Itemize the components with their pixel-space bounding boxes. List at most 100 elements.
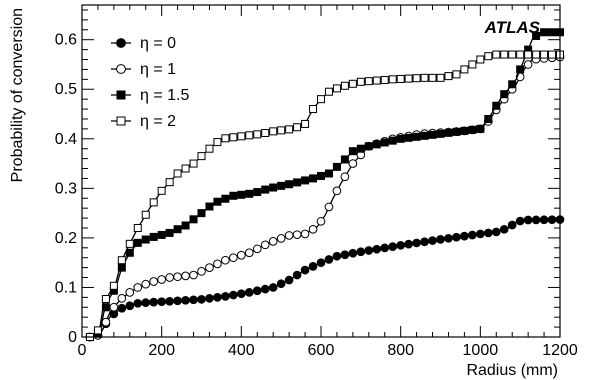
data-point: [236, 250, 246, 260]
data-point: [205, 202, 214, 211]
data-point: [244, 248, 254, 258]
data-point: [356, 77, 365, 86]
data-point: [452, 232, 461, 242]
data-point: [475, 229, 485, 239]
data-point: [396, 74, 405, 83]
data-point: [317, 95, 325, 104]
legend-marker: [116, 116, 126, 126]
data-point: [117, 256, 126, 265]
data-point: [460, 65, 469, 74]
data-point: [292, 230, 302, 240]
legend-marker: [116, 64, 126, 74]
data-point: [268, 237, 278, 246]
data-point: [269, 127, 278, 136]
data-point: [125, 239, 134, 248]
data-point: [468, 230, 477, 240]
data-point: [404, 133, 413, 142]
data-point: [388, 136, 397, 145]
data-point: [157, 297, 167, 307]
data-point: [213, 259, 222, 269]
data-point: [301, 119, 310, 128]
data-point: [531, 215, 541, 225]
data-point: [93, 326, 102, 335]
data-point: [221, 255, 230, 265]
series-3: [85, 50, 564, 341]
data-point: [516, 65, 525, 74]
data-point: [236, 289, 246, 299]
data-point: [205, 144, 214, 153]
data-point: [388, 75, 397, 84]
data-point: [149, 297, 159, 307]
y-tick-label: 0.3: [55, 180, 77, 197]
data-point: [165, 296, 174, 306]
plot-frame: [81, 4, 561, 338]
data-point: [548, 28, 557, 37]
x-axis-label: Radius (mm): [466, 362, 558, 379]
data-point: [324, 169, 333, 178]
data-point: [260, 284, 270, 294]
data-point: [229, 133, 238, 142]
data-point: [109, 281, 118, 290]
y-tick-label: 0.5: [55, 81, 77, 98]
data-point: [452, 70, 461, 79]
data-point: [292, 270, 302, 280]
data-point: [205, 293, 214, 303]
data-point: [460, 126, 469, 135]
data-point: [213, 197, 222, 206]
data-point: [141, 279, 151, 289]
data-point: [165, 178, 174, 187]
data-point: [523, 60, 533, 69]
data-point: [412, 132, 421, 141]
data-point: [181, 271, 190, 281]
data-point: [452, 127, 461, 136]
data-point: [269, 183, 278, 192]
y-tick-label: 0.6: [55, 32, 77, 49]
legend-label: η = 1: [140, 61, 176, 78]
data-point: [189, 159, 198, 168]
x-tick-label: 600: [308, 342, 335, 359]
data-point: [229, 191, 238, 200]
atlas-watermark: ATLAS: [484, 18, 541, 37]
data-point: [372, 76, 381, 85]
data-point: [380, 243, 390, 253]
y-tick-label: 0.1: [55, 279, 77, 296]
data-point: [420, 237, 429, 247]
series-line: [93, 31, 560, 338]
data-point: [388, 242, 398, 251]
data-point: [117, 303, 127, 313]
data-point: [173, 296, 182, 306]
data-point: [277, 126, 286, 135]
data-point: [284, 231, 294, 240]
data-point: [444, 233, 453, 243]
data-point: [101, 303, 110, 312]
legend: η = 0 η = 1 η = 1.5 η = 2: [111, 35, 189, 130]
data-point: [133, 238, 142, 247]
data-point: [356, 247, 366, 257]
data-point: [404, 74, 413, 83]
data-point: [197, 294, 206, 304]
data-point: [253, 188, 262, 197]
data-point: [197, 266, 206, 276]
data-point: [524, 50, 533, 59]
data-point: [500, 90, 509, 99]
data-point: [396, 134, 405, 143]
data-point: [308, 224, 318, 234]
x-tick-label: 400: [228, 342, 255, 359]
data-point: [300, 265, 310, 275]
data-point: [252, 244, 262, 254]
series-layer: [85, 28, 565, 342]
data-point: [141, 235, 150, 244]
data-point: [205, 263, 214, 272]
data-point: [348, 248, 358, 258]
data-point: [149, 198, 158, 207]
data-point: [261, 129, 270, 138]
data-point: [340, 250, 350, 260]
data-point: [476, 124, 485, 133]
data-point: [364, 77, 373, 86]
data-point: [125, 288, 135, 297]
data-point: [109, 302, 119, 312]
data-point: [125, 248, 134, 257]
data-point: [133, 298, 143, 308]
data-point: [436, 235, 445, 244]
data-point: [213, 293, 222, 302]
